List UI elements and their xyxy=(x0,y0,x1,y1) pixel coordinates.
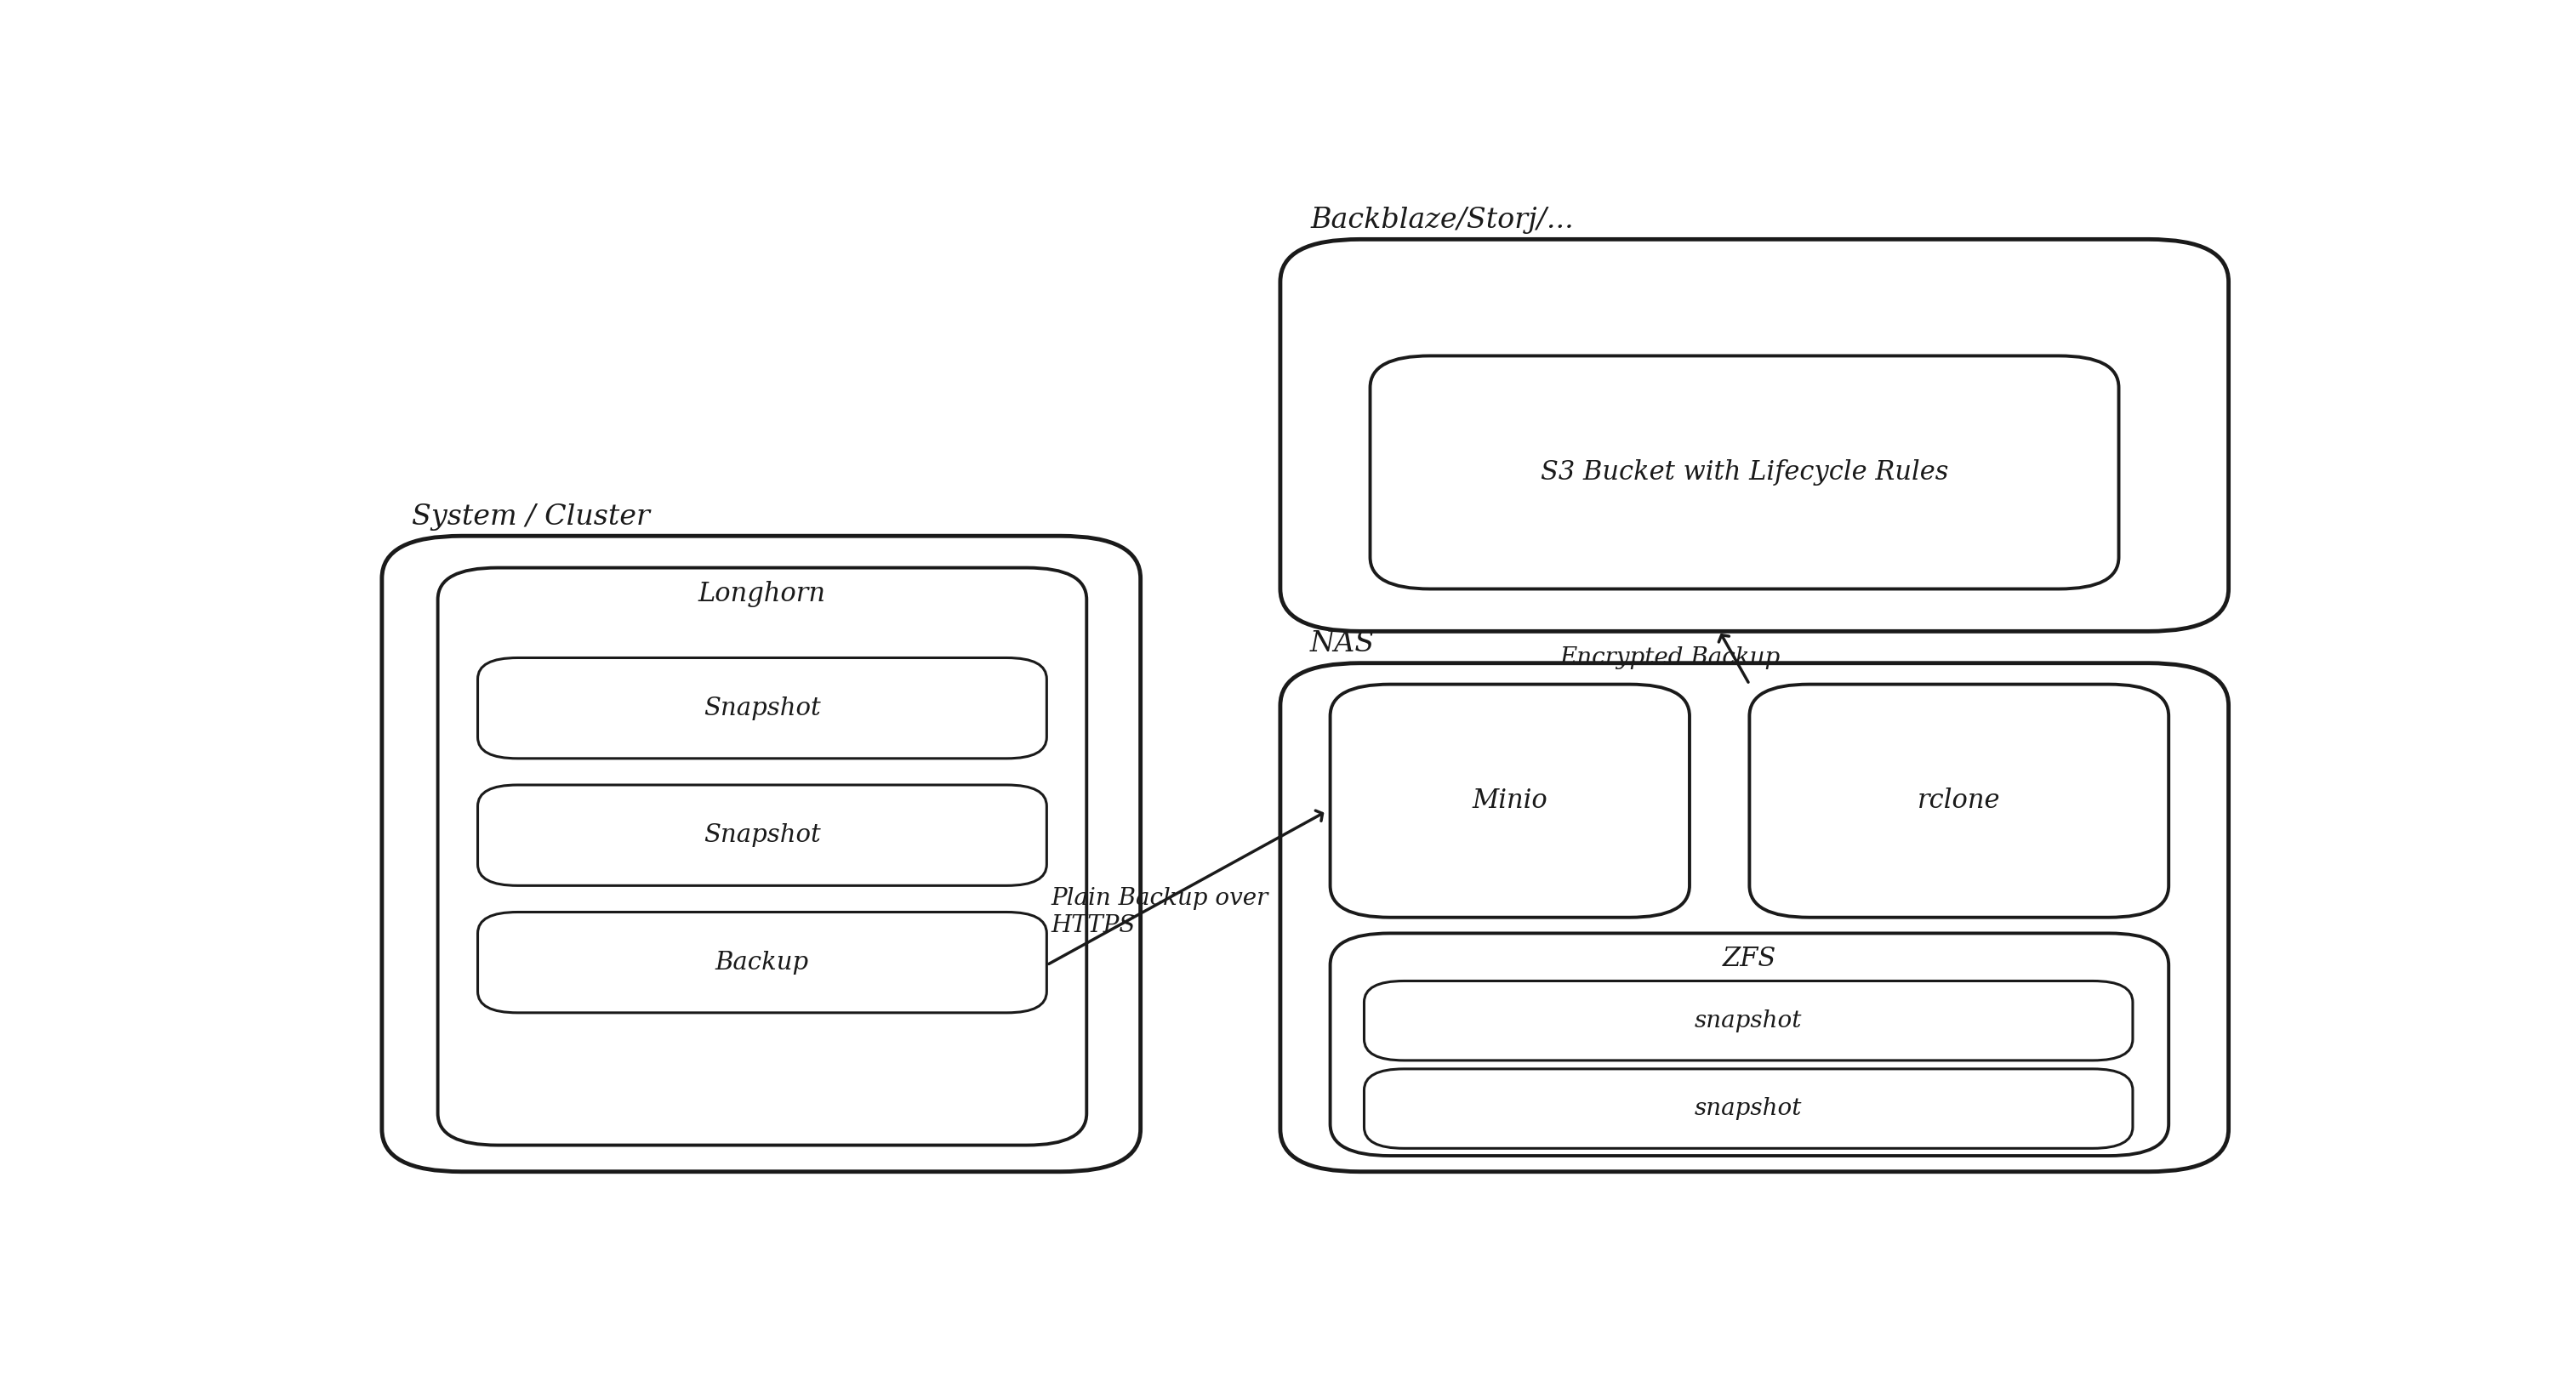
FancyBboxPatch shape xyxy=(1365,981,2133,1061)
Text: Minio: Minio xyxy=(1471,787,1548,815)
Text: Longhorn: Longhorn xyxy=(698,581,827,607)
Text: Backup: Backup xyxy=(716,951,809,974)
Text: Plain Backup over
HTTPS: Plain Backup over HTTPS xyxy=(1051,888,1267,937)
FancyBboxPatch shape xyxy=(477,784,1046,886)
FancyBboxPatch shape xyxy=(1280,663,2228,1172)
FancyBboxPatch shape xyxy=(477,912,1046,1013)
Text: S3 Bucket with Lifecycle Rules: S3 Bucket with Lifecycle Rules xyxy=(1540,460,1947,486)
FancyBboxPatch shape xyxy=(1329,684,1690,918)
Text: snapshot: snapshot xyxy=(1695,1009,1803,1032)
FancyBboxPatch shape xyxy=(381,537,1141,1172)
FancyBboxPatch shape xyxy=(477,658,1046,758)
Text: ZFS: ZFS xyxy=(1723,945,1777,973)
Text: rclone: rclone xyxy=(1917,787,2002,815)
Text: Snapshot: Snapshot xyxy=(703,696,822,720)
FancyBboxPatch shape xyxy=(438,568,1087,1145)
Text: Encrypted Backup: Encrypted Backup xyxy=(1561,647,1780,669)
Text: NAS: NAS xyxy=(1311,630,1376,658)
FancyBboxPatch shape xyxy=(1370,356,2120,589)
Text: System / Cluster: System / Cluster xyxy=(412,504,649,531)
FancyBboxPatch shape xyxy=(1749,684,2169,918)
Text: snapshot: snapshot xyxy=(1695,1097,1803,1120)
FancyBboxPatch shape xyxy=(1280,239,2228,632)
FancyBboxPatch shape xyxy=(1365,1069,2133,1149)
Text: Snapshot: Snapshot xyxy=(703,823,822,848)
FancyBboxPatch shape xyxy=(1329,933,2169,1156)
Text: Backblaze/Storj/...: Backblaze/Storj/... xyxy=(1311,206,1574,234)
